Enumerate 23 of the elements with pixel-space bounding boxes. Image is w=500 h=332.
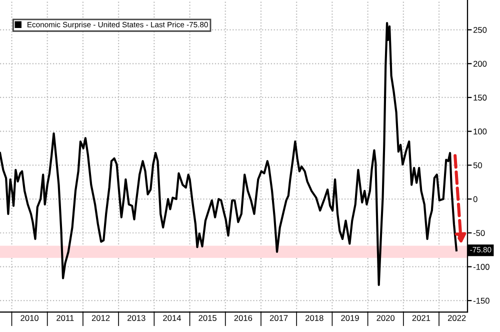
line-series [0,22,458,286]
x-tick-label: 2012 [92,315,110,321]
x-tick-label: 2020 [376,315,395,321]
x-tick-label: 2013 [128,315,146,321]
y-tick-label: 100 [474,128,487,134]
y-tick-label: -50 [473,230,485,236]
y-tick-label: 150 [474,94,487,101]
y-tick-label: 200 [473,60,487,67]
x-tick-label: 2019 [341,315,359,321]
x-tick-label: 2017 [270,315,288,321]
x-tick-label: 2014 [163,315,181,321]
y-tick-label: 250 [473,26,487,33]
x-tick-label: 2015 [198,315,216,321]
y-tick-label: 0 [473,196,478,202]
y-tick-label: -100 [473,264,490,270]
x-tick-label: 2010 [20,315,38,321]
x-tick-label: 2018 [306,315,324,321]
x-tick-label: 2022 [448,315,466,321]
x-tick-label: 2011 [56,315,74,321]
x-tick-label: 2016 [234,315,252,321]
x-tick-label: 2021 [412,315,430,321]
y-tick-label: 50 [473,162,482,168]
y-tick-label: -150 [473,298,490,304]
